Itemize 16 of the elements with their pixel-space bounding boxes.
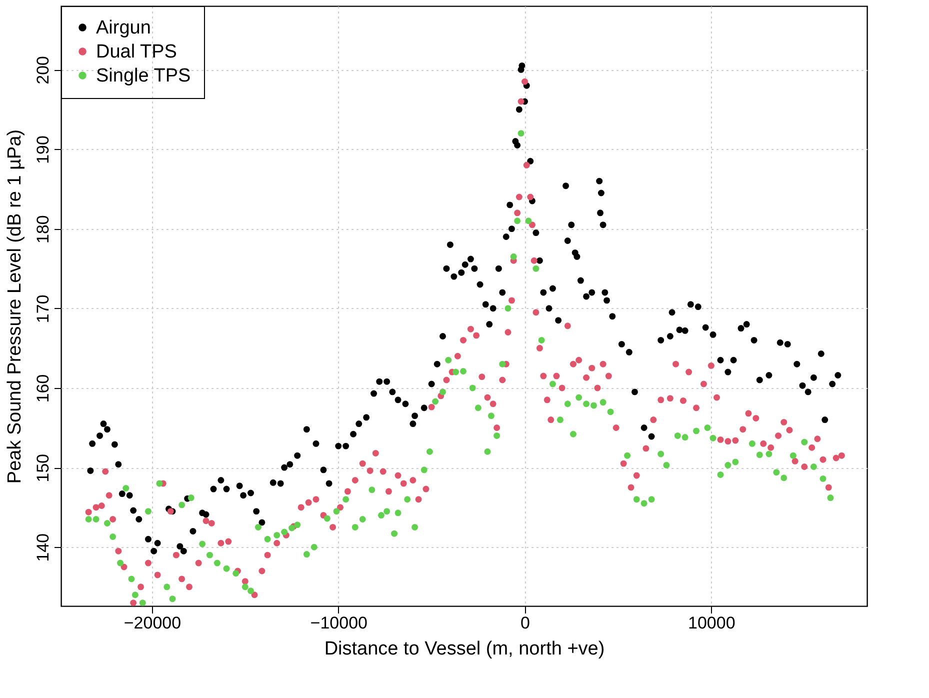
y-tick-label: 170 — [34, 294, 52, 324]
y-tick-label: 180 — [34, 215, 52, 244]
y-tick-label: 140 — [34, 533, 52, 562]
x-tick-label: −10000 — [310, 614, 368, 632]
x-tick-label: −20000 — [124, 614, 182, 632]
y-tick-label: 150 — [34, 454, 52, 482]
y-tick-label: 190 — [34, 136, 52, 164]
x-tick-label: 10000 — [688, 614, 736, 632]
x-tick-label: 0 — [520, 614, 530, 632]
y-tick-label: 160 — [34, 374, 52, 403]
legend-label: Airgun — [96, 18, 151, 38]
y-tick-label: 200 — [34, 56, 52, 84]
x-axis-title: Distance to Vessel (m, north +ve) — [324, 638, 605, 660]
legend-label: Dual TPS — [96, 42, 177, 62]
legend-label: Single TPS — [96, 66, 191, 86]
y-axis-title: Peak Sound Pressure Level (dB re 1 µPa) — [4, 129, 26, 484]
